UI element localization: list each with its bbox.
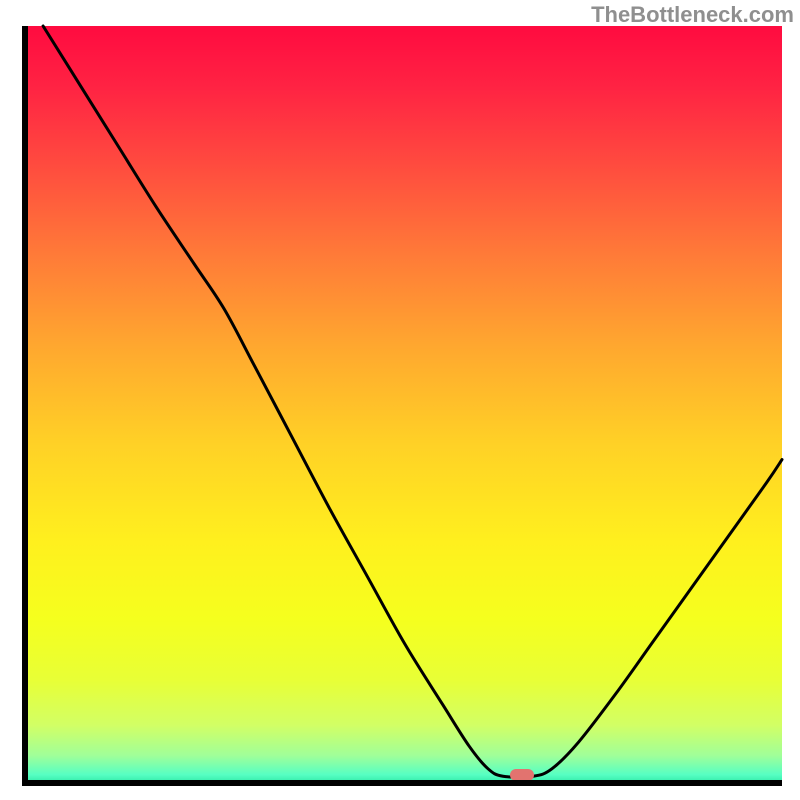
y-axis-line — [22, 26, 28, 786]
x-axis-line — [22, 780, 782, 786]
bottleneck-curve — [22, 26, 782, 786]
chart-plot-area — [22, 26, 782, 786]
watermark-text: TheBottleneck.com — [591, 2, 794, 28]
